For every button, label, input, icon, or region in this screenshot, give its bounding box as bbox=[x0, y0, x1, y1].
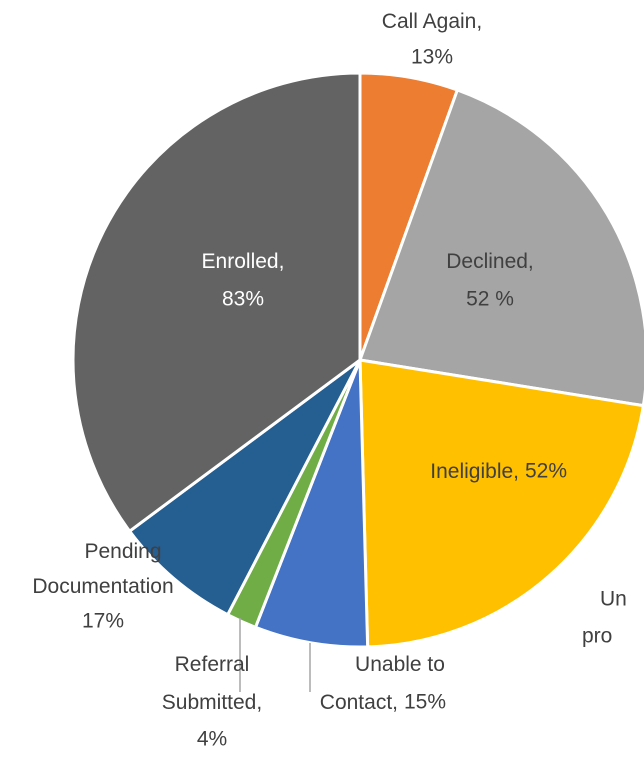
value-label: 52 % bbox=[466, 288, 514, 311]
pie bbox=[71, 71, 644, 649]
value-label: 17% bbox=[82, 610, 124, 633]
slice-label: Declined, bbox=[446, 250, 534, 273]
labels: Call Again, 13% Declined, 52 % Ineligible, 52… bbox=[32, 10, 626, 751]
value-label: 52% bbox=[525, 460, 567, 483]
slice-label: Unable to Contact, bbox=[320, 653, 445, 714]
annotation: pro bbox=[582, 625, 612, 648]
slice bbox=[358, 358, 644, 649]
value-label: 13% bbox=[411, 46, 453, 69]
value-label: 4% bbox=[197, 728, 227, 751]
slice-label: Referral Submitted, bbox=[162, 653, 262, 714]
slice-label: Call Again, bbox=[382, 10, 482, 33]
slice-label: Enrolled, bbox=[202, 250, 285, 273]
annotation: Un bbox=[600, 588, 627, 611]
value-label: 83% bbox=[222, 288, 264, 311]
value-label: 15% bbox=[404, 691, 446, 714]
slice-label: Ineligible, bbox=[430, 460, 519, 483]
slice bbox=[71, 71, 362, 534]
slice bbox=[253, 359, 370, 649]
slice bbox=[127, 358, 362, 617]
slice bbox=[357, 88, 644, 408]
slice-label: Pending Documentation bbox=[32, 540, 173, 598]
